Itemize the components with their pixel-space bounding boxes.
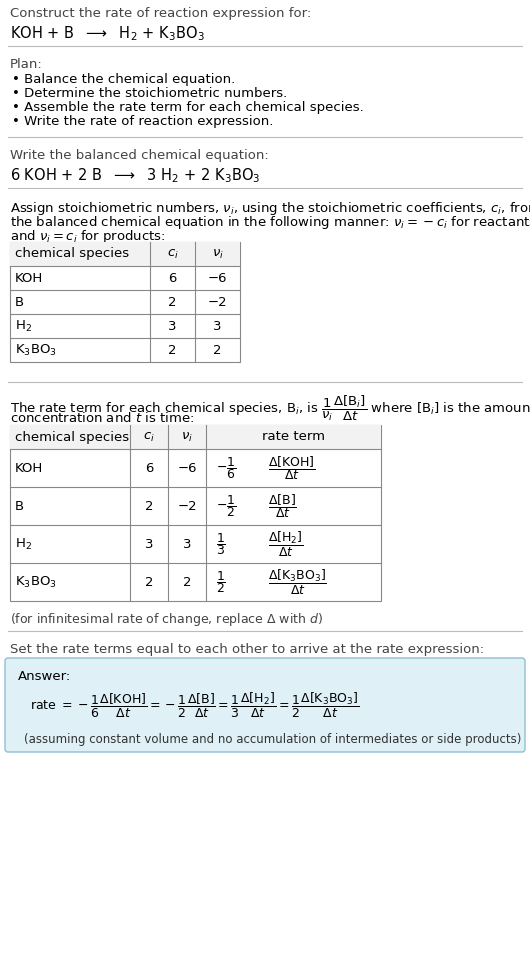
Text: $c_i$: $c_i$ [166, 247, 179, 261]
Text: (for infinitesimal rate of change, replace $\Delta$ with $d$): (for infinitesimal rate of change, repla… [10, 611, 323, 628]
Text: 3: 3 [145, 538, 153, 550]
Text: Plan:: Plan: [10, 58, 43, 71]
Text: Assign stoichiometric numbers, $\nu_i$, using the stoichiometric coefficients, $: Assign stoichiometric numbers, $\nu_i$, … [10, 200, 530, 217]
Text: −6: −6 [208, 272, 227, 284]
Text: K$_3$BO$_3$: K$_3$BO$_3$ [15, 575, 57, 589]
Text: • Balance the chemical equation.: • Balance the chemical equation. [12, 73, 235, 86]
Text: KOH: KOH [15, 462, 43, 474]
Text: H$_2$: H$_2$ [15, 537, 32, 551]
Text: (assuming constant volume and no accumulation of intermediates or side products): (assuming constant volume and no accumul… [24, 733, 522, 746]
Text: rate term: rate term [262, 431, 325, 443]
Text: and $\nu_i = c_i$ for products:: and $\nu_i = c_i$ for products: [10, 228, 165, 245]
Text: concentration and $t$ is time:: concentration and $t$ is time: [10, 411, 194, 425]
Text: 2: 2 [183, 576, 191, 588]
Bar [10, 425, 381, 449]
Text: 3: 3 [183, 538, 191, 550]
Text: 2: 2 [145, 500, 153, 512]
Text: $\dfrac{\Delta[\mathrm{H_2}]}{\Delta t}$: $\dfrac{\Delta[\mathrm{H_2}]}{\Delta t}$ [268, 530, 304, 558]
Text: K$_3$BO$_3$: K$_3$BO$_3$ [15, 343, 57, 357]
Text: H$_2$: H$_2$ [15, 318, 32, 333]
Text: $-\dfrac{1}{6}$: $-\dfrac{1}{6}$ [216, 455, 236, 481]
Text: • Assemble the rate term for each chemical species.: • Assemble the rate term for each chemic… [12, 101, 364, 114]
Text: the balanced chemical equation in the following manner: $\nu_i = -c_i$ for react: the balanced chemical equation in the fo… [10, 214, 530, 231]
Text: −6: −6 [177, 462, 197, 474]
Text: rate $= -\dfrac{1}{6}\dfrac{\Delta[\mathrm{KOH}]}{\Delta t} = -\dfrac{1}{2}\dfra: rate $= -\dfrac{1}{6}\dfrac{\Delta[\math… [30, 691, 359, 720]
Text: 3: 3 [168, 319, 176, 332]
Text: 2: 2 [213, 344, 222, 356]
Text: 6 KOH + 2 B  $\longrightarrow$  3 H$_2$ + 2 K$_3$BO$_3$: 6 KOH + 2 B $\longrightarrow$ 3 H$_2$ + … [10, 166, 260, 185]
Text: 2: 2 [168, 295, 176, 309]
Text: KOH + B  $\longrightarrow$  H$_2$ + K$_3$BO$_3$: KOH + B $\longrightarrow$ H$_2$ + K$_3$B… [10, 24, 205, 43]
Text: −2: −2 [177, 500, 197, 512]
Text: chemical species: chemical species [15, 431, 129, 443]
Text: chemical species: chemical species [15, 247, 129, 260]
Text: 3: 3 [213, 319, 222, 332]
Text: 2: 2 [168, 344, 176, 356]
Text: $\nu_i$: $\nu_i$ [211, 247, 224, 261]
Text: Construct the rate of reaction expression for:: Construct the rate of reaction expressio… [10, 7, 311, 20]
Bar [10, 425, 381, 601]
Text: B: B [15, 295, 24, 309]
Text: $\dfrac{\Delta[\mathrm{KOH}]}{\Delta t}$: $\dfrac{\Delta[\mathrm{KOH}]}{\Delta t}$ [268, 454, 316, 482]
Text: B: B [15, 500, 24, 512]
Text: $\dfrac{1}{3}$: $\dfrac{1}{3}$ [216, 531, 226, 557]
Bar [10, 242, 240, 266]
Text: The rate term for each chemical species, B$_i$, is $\dfrac{1}{\nu_i}\dfrac{\Delt: The rate term for each chemical species,… [10, 394, 530, 424]
FancyBboxPatch shape [5, 658, 525, 752]
Text: 2: 2 [145, 576, 153, 588]
Bar [10, 242, 240, 362]
Text: • Determine the stoichiometric numbers.: • Determine the stoichiometric numbers. [12, 87, 287, 100]
Text: 6: 6 [169, 272, 176, 284]
Text: $-\dfrac{1}{2}$: $-\dfrac{1}{2}$ [216, 493, 236, 519]
Text: $\dfrac{\Delta[\mathrm{K_3BO_3}]}{\Delta t}$: $\dfrac{\Delta[\mathrm{K_3BO_3}]}{\Delta… [268, 568, 327, 596]
Text: Set the rate terms equal to each other to arrive at the rate expression:: Set the rate terms equal to each other t… [10, 643, 484, 656]
Text: KOH: KOH [15, 272, 43, 284]
Text: 6: 6 [145, 462, 153, 474]
Text: $\dfrac{1}{2}$: $\dfrac{1}{2}$ [216, 569, 226, 595]
Text: Answer:: Answer: [18, 670, 71, 683]
Text: −2: −2 [208, 295, 227, 309]
Text: $\dfrac{\Delta[\mathrm{B}]}{\Delta t}$: $\dfrac{\Delta[\mathrm{B}]}{\Delta t}$ [268, 492, 297, 520]
Text: $c_i$: $c_i$ [143, 431, 155, 443]
Text: • Write the rate of reaction expression.: • Write the rate of reaction expression. [12, 115, 273, 128]
Text: Write the balanced chemical equation:: Write the balanced chemical equation: [10, 149, 269, 162]
Text: $\nu_i$: $\nu_i$ [181, 431, 193, 443]
